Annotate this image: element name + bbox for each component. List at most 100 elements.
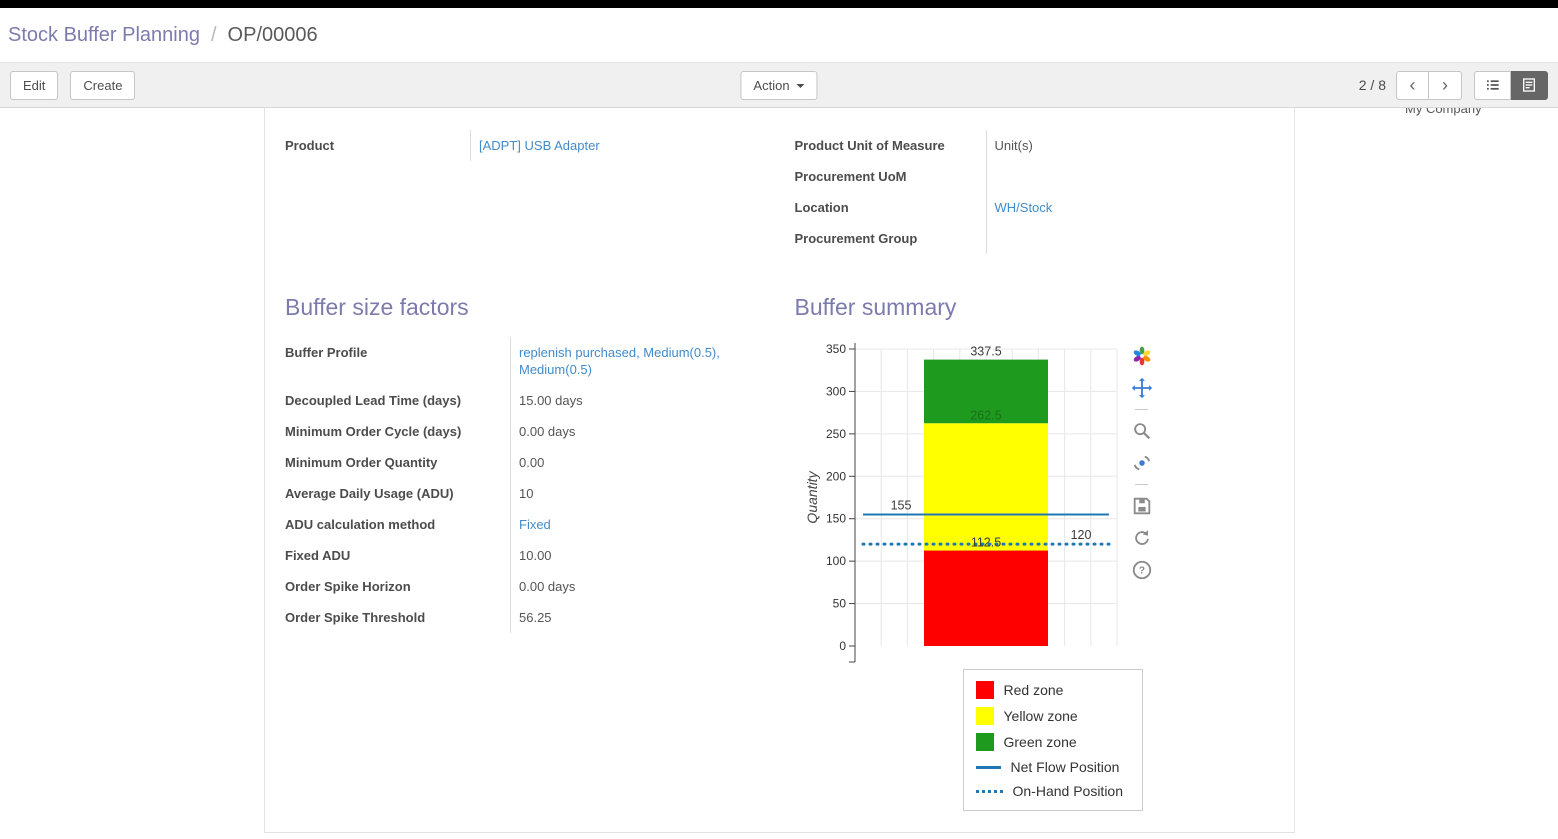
field-row: Minimum Order Cycle (days) 0.00 days [285, 416, 765, 447]
field-value-link[interactable]: [ADPT] USB Adapter [479, 138, 600, 153]
view-switcher [1474, 70, 1548, 100]
field-unit-suffix: days [544, 579, 576, 594]
field-value-link[interactable]: WH/Stock [994, 200, 1053, 215]
field-value-text: Unit(s) [994, 138, 1033, 153]
zoom-icon[interactable] [1131, 420, 1153, 442]
svg-text:300: 300 [825, 384, 845, 398]
field-value-link[interactable]: replenish purchased, Medium(0.5), Medium… [519, 345, 720, 377]
save-icon[interactable] [1131, 495, 1153, 517]
product-group: Product [ADPT] USB Adapter [285, 130, 765, 254]
field-value-text: 56.25 [519, 610, 552, 625]
field-value: 0.00 days [511, 571, 765, 602]
action-label: Action [753, 77, 790, 93]
field-value: 15.00 days [511, 385, 765, 416]
field-value: 10.00 [511, 540, 765, 571]
svg-text:155: 155 [890, 498, 911, 512]
field-value: 0.00 [511, 447, 765, 478]
top-navbar [0, 0, 1558, 8]
chart-logo-icon[interactable] [1131, 345, 1153, 367]
svg-text:?: ? [1138, 566, 1144, 577]
field-value: Fixed [511, 509, 765, 540]
hover-icon[interactable] [1131, 452, 1153, 474]
field-row: Average Daily Usage (ADU) 10 [285, 478, 765, 509]
pager-nav: ‹ › [1396, 70, 1462, 100]
legend-label: Yellow zone [1003, 708, 1078, 724]
legend-label: Net Flow Position [1010, 759, 1120, 775]
field-row: Decoupled Lead Time (days) 15.00 days [285, 385, 765, 416]
field-value-text: 0.00 [519, 424, 545, 439]
buffer-chart-area: 0 50 100 150 200 250 300 350 Quantity 155 120 337.5… [795, 337, 1275, 811]
pager-previous-button[interactable]: ‹ [1396, 70, 1429, 100]
list-view-icon [1485, 77, 1501, 93]
legend-swatch-dots [975, 789, 1003, 793]
legend-item: Red zone [975, 677, 1142, 703]
legend-swatch-square [975, 733, 994, 751]
legend-item: Yellow zone [975, 703, 1142, 729]
form-view-button[interactable] [1511, 70, 1548, 100]
reset-icon[interactable] [1131, 527, 1153, 549]
svg-text:150: 150 [825, 512, 845, 526]
field-label: Order Spike Threshold [285, 602, 511, 633]
breadcrumb-parent-link[interactable]: Stock Buffer Planning [8, 23, 200, 46]
legend-item: Net Flow Position [975, 755, 1142, 779]
section-title-buffer-summary: Buffer summary [794, 294, 957, 320]
control-panel: Edit Create Action 2 / 8 ‹ › [0, 62, 1558, 108]
buffer-summary-section: Buffer summary 0 50 100 150 200 250 300 350 Quan… [795, 294, 1275, 811]
caret-down-icon [796, 84, 805, 89]
field-label: Procurement Group [795, 223, 987, 254]
svg-text:250: 250 [825, 427, 845, 441]
action-dropdown-button[interactable]: Action [740, 70, 818, 100]
field-value: 0.00 days [511, 416, 765, 447]
field-value: [ADPT] USB Adapter [471, 130, 765, 161]
svg-text:200: 200 [825, 469, 845, 483]
svg-text:112.5: 112.5 [970, 536, 1000, 550]
buffer-zones-chart: 0 50 100 150 200 250 300 350 Quantity 155 120 337.5… [804, 342, 1117, 663]
legend-swatch-square [975, 707, 994, 725]
toolbar-divider [1135, 409, 1148, 410]
field-row: Minimum Order Quantity 0.00 [285, 447, 765, 478]
breadcrumb-separator: / [210, 23, 217, 46]
field-value [987, 223, 1275, 254]
field-unit-suffix: days [551, 393, 583, 408]
field-value: 56.25 [511, 602, 765, 633]
field-label: Location [795, 192, 987, 223]
create-button[interactable]: Create [70, 70, 136, 100]
field-row: Fixed ADU 10.00 [285, 540, 765, 571]
pager-counter: 2 / 8 [1358, 77, 1386, 93]
legend-item: Green zone [975, 729, 1142, 755]
field-value-link[interactable]: Fixed [519, 517, 551, 532]
field-value-text: 0.00 [519, 579, 545, 594]
edit-button[interactable]: Edit [10, 70, 59, 100]
help-icon[interactable]: ? [1131, 559, 1153, 581]
field-row: Order Spike Threshold 56.25 [285, 602, 765, 633]
field-value-text: 0.00 [519, 455, 545, 470]
top-field-groups: Product [ADPT] USB Adapter Product Unit o… [285, 130, 1274, 254]
field-label: Order Spike Horizon [285, 571, 511, 602]
field-value-text: 15.00 [519, 393, 552, 408]
form-sheet: Product [ADPT] USB Adapter Product Unit o… [264, 108, 1295, 833]
company-field-clipped: My Company [1405, 108, 1482, 116]
pager-next-button[interactable]: › [1429, 70, 1462, 100]
legend-label: Green zone [1003, 734, 1077, 750]
field-row: Order Spike Horizon 0.00 days [285, 571, 765, 602]
control-panel-right: 2 / 8 ‹ › [1358, 70, 1548, 100]
field-label: Procurement UoM [795, 161, 987, 192]
pan-icon[interactable] [1131, 377, 1153, 399]
buffer-factors-table: Buffer Profile replenish purchased, Mediu… [285, 337, 765, 633]
field-value [987, 161, 1275, 192]
legend-swatch-line [975, 765, 1001, 769]
svg-text:50: 50 [832, 597, 846, 611]
breadcrumb-current: OP/00006 [227, 23, 318, 46]
field-label: Average Daily Usage (ADU) [285, 478, 511, 509]
legend-item: On-Hand Position [975, 779, 1142, 803]
svg-text:337.5: 337.5 [970, 345, 1001, 359]
field-value: replenish purchased, Medium(0.5), Medium… [511, 337, 765, 385]
field-value-text: 10.00 [519, 548, 552, 563]
main-content: My Company Product [ADPT] USB Adapter Pro… [0, 108, 1558, 839]
field-row: Procurement UoM [795, 161, 1275, 192]
field-label: Product [285, 130, 471, 161]
list-view-button[interactable] [1474, 70, 1511, 100]
chart-toolbar: ? [1131, 345, 1153, 581]
toolbar-divider [1135, 484, 1148, 485]
sections: Buffer size factors Buffer Profile replen… [285, 294, 1274, 811]
